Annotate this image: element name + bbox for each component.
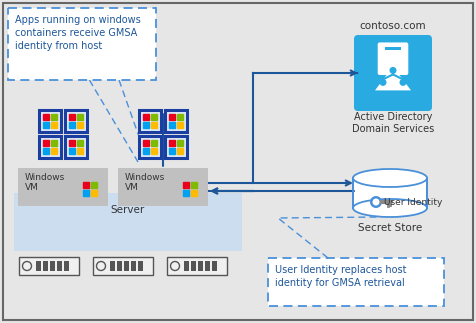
Bar xyxy=(57,261,62,271)
Bar xyxy=(110,261,115,271)
FancyBboxPatch shape xyxy=(353,35,431,111)
FancyBboxPatch shape xyxy=(39,110,61,132)
Text: contoso.com: contoso.com xyxy=(359,21,426,31)
Ellipse shape xyxy=(352,199,426,217)
FancyBboxPatch shape xyxy=(165,136,187,158)
Circle shape xyxy=(369,196,381,208)
Bar xyxy=(43,261,48,271)
Bar xyxy=(150,140,157,146)
FancyBboxPatch shape xyxy=(118,168,208,206)
Text: Secret Store: Secret Store xyxy=(357,223,421,233)
Bar xyxy=(190,261,196,271)
Bar xyxy=(177,148,183,154)
Polygon shape xyxy=(374,67,410,90)
FancyBboxPatch shape xyxy=(167,257,227,275)
Bar xyxy=(169,140,175,146)
Bar xyxy=(51,140,57,146)
Bar xyxy=(43,140,49,146)
FancyBboxPatch shape xyxy=(377,42,407,75)
Bar xyxy=(138,261,143,271)
Bar xyxy=(77,140,83,146)
Bar xyxy=(190,182,196,188)
Bar xyxy=(43,148,49,154)
Bar xyxy=(169,122,175,128)
Circle shape xyxy=(389,67,396,74)
Bar xyxy=(198,261,203,271)
Bar xyxy=(77,122,83,128)
Bar xyxy=(91,182,97,188)
Bar xyxy=(143,122,149,128)
Bar xyxy=(124,261,129,271)
Bar xyxy=(184,261,188,271)
Bar xyxy=(69,122,75,128)
Circle shape xyxy=(379,79,386,86)
Bar xyxy=(83,182,89,188)
FancyBboxPatch shape xyxy=(8,8,156,80)
Bar xyxy=(83,190,89,196)
Bar xyxy=(143,114,149,120)
Ellipse shape xyxy=(352,169,426,187)
Bar xyxy=(352,178,426,208)
Text: Apps running on windows
containers receive GMSA
identity from host: Apps running on windows containers recei… xyxy=(15,15,140,51)
Circle shape xyxy=(372,199,379,205)
Bar xyxy=(177,140,183,146)
Bar xyxy=(384,47,400,50)
Bar xyxy=(150,122,157,128)
Bar xyxy=(143,140,149,146)
Bar xyxy=(183,182,188,188)
Bar xyxy=(36,261,41,271)
FancyBboxPatch shape xyxy=(39,136,61,158)
Bar xyxy=(51,148,57,154)
Bar xyxy=(177,122,183,128)
FancyBboxPatch shape xyxy=(93,257,153,275)
Bar xyxy=(205,261,209,271)
Text: User Identity replaces host
identity for GMSA retrieval: User Identity replaces host identity for… xyxy=(275,265,406,288)
Bar xyxy=(51,114,57,120)
Bar xyxy=(64,261,69,271)
Bar xyxy=(150,114,157,120)
FancyBboxPatch shape xyxy=(139,110,161,132)
FancyBboxPatch shape xyxy=(165,110,187,132)
Bar xyxy=(69,140,75,146)
Circle shape xyxy=(399,79,406,86)
Bar xyxy=(190,190,196,196)
Bar xyxy=(131,261,136,271)
FancyBboxPatch shape xyxy=(18,168,108,206)
FancyBboxPatch shape xyxy=(65,136,87,158)
Bar xyxy=(177,114,183,120)
Bar xyxy=(150,148,157,154)
Bar xyxy=(117,261,122,271)
Bar xyxy=(43,122,49,128)
Bar xyxy=(69,148,75,154)
Bar xyxy=(143,148,149,154)
Bar xyxy=(169,114,175,120)
FancyBboxPatch shape xyxy=(14,193,241,251)
Bar xyxy=(43,114,49,120)
Bar xyxy=(211,261,217,271)
Text: Windows
VM: Windows VM xyxy=(25,173,65,193)
Bar xyxy=(91,190,97,196)
Text: Server: Server xyxy=(110,205,145,215)
Bar xyxy=(51,122,57,128)
Bar xyxy=(50,261,55,271)
Bar xyxy=(77,148,83,154)
FancyBboxPatch shape xyxy=(268,258,443,306)
Text: Windows
VM: Windows VM xyxy=(125,173,165,193)
FancyBboxPatch shape xyxy=(65,110,87,132)
Text: Active Directory
Domain Services: Active Directory Domain Services xyxy=(351,112,433,134)
FancyBboxPatch shape xyxy=(139,136,161,158)
FancyBboxPatch shape xyxy=(19,257,79,275)
Bar xyxy=(169,148,175,154)
Bar xyxy=(69,114,75,120)
Bar xyxy=(183,190,188,196)
Bar xyxy=(77,114,83,120)
Text: User Identity: User Identity xyxy=(383,197,441,206)
